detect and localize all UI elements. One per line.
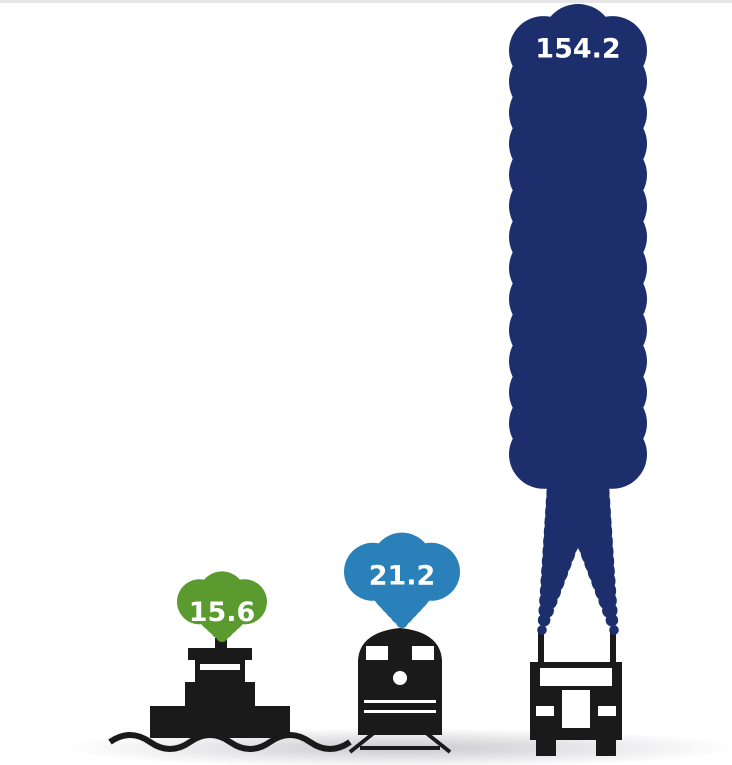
smoke-bar [177,571,267,642]
top-edge [0,0,732,3]
value-label: 15.6 [189,597,256,628]
train-icon [348,628,452,754]
smoke-bar [344,532,460,628]
barge-icon [108,638,352,752]
value-label: 154.2 [535,34,620,65]
value-label: 21.2 [369,560,436,591]
smoke-bar [509,4,647,635]
truck-icon [530,632,622,756]
